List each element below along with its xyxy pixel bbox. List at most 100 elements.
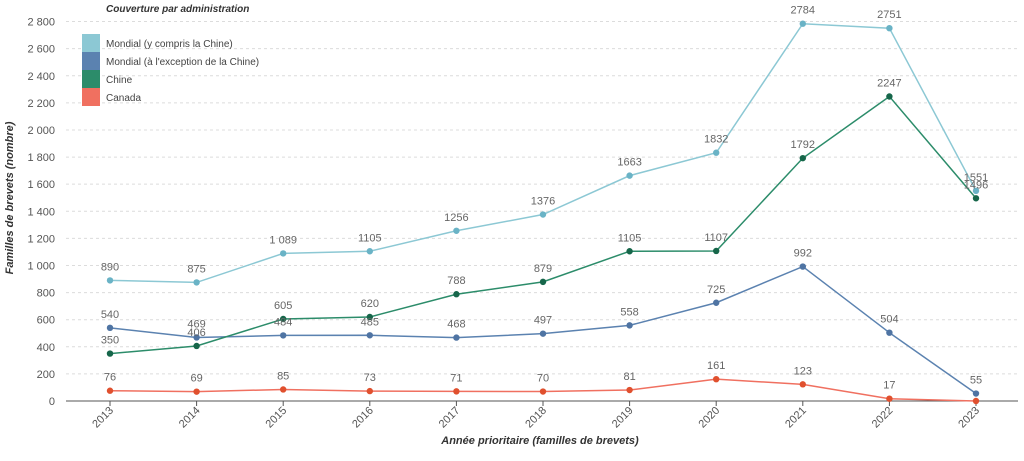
data-label: 1105 bbox=[358, 232, 382, 244]
data-label: 161 bbox=[707, 360, 725, 372]
data-point bbox=[799, 154, 806, 162]
legend-label: Mondial (à l'exception de la Chine) bbox=[106, 57, 259, 68]
x-tick-label: 2016 bbox=[350, 405, 376, 431]
data-point bbox=[366, 332, 373, 339]
y-tick-label: 0 bbox=[49, 396, 55, 408]
data-label: 85 bbox=[277, 370, 289, 382]
data-label: 1 089 bbox=[269, 234, 297, 246]
y-tick-label: 600 bbox=[37, 315, 55, 327]
legend-swatch bbox=[82, 34, 100, 52]
data-point bbox=[539, 278, 547, 286]
data-label: 55 bbox=[970, 375, 982, 387]
data-point bbox=[626, 172, 633, 179]
y-axis: 0 200 400 600 800 1 000 1 200 1 400 1 600 1 800 2 … bbox=[27, 17, 55, 408]
y-tick-label: 1 000 bbox=[27, 260, 55, 272]
data-point bbox=[366, 248, 373, 255]
legend-swatch bbox=[82, 70, 100, 88]
data-label: 1551 bbox=[964, 172, 988, 184]
gridlines bbox=[66, 21, 1018, 375]
data-point bbox=[972, 195, 980, 202]
data-label: 1256 bbox=[444, 212, 468, 224]
data-point bbox=[972, 187, 980, 195]
data-point bbox=[280, 315, 287, 323]
data-point bbox=[713, 149, 720, 156]
data-point bbox=[972, 397, 980, 405]
data-label: 1832 bbox=[704, 134, 728, 146]
data-label: 1663 bbox=[617, 157, 641, 169]
x-axis: 2013 2014 2015 2016 2017 2018 2019 2020 2021 2022… bbox=[66, 400, 1018, 431]
x-axis-title: Année prioritaire (familles de brevets) bbox=[440, 435, 639, 447]
data-point bbox=[799, 263, 806, 270]
data-point bbox=[280, 332, 287, 339]
data-label: 875 bbox=[187, 263, 205, 275]
data-point bbox=[280, 250, 287, 257]
data-point bbox=[366, 313, 373, 321]
y-tick-label: 1 600 bbox=[27, 179, 55, 191]
data-label: 620 bbox=[361, 298, 379, 310]
data-label: 879 bbox=[534, 263, 552, 275]
y-tick-label: 400 bbox=[37, 342, 55, 354]
data-label: 485 bbox=[361, 316, 379, 328]
legend-label: Chine bbox=[106, 75, 133, 86]
data-label: 1496 bbox=[964, 179, 988, 191]
data-label: 1376 bbox=[531, 196, 555, 208]
y-tick-label: 2 600 bbox=[27, 44, 55, 56]
x-tick-label: 2020 bbox=[697, 405, 723, 431]
data-point bbox=[713, 375, 720, 383]
data-point bbox=[626, 248, 633, 255]
data-labels: 890 875 1 089 1105 1256 1376 1663 1832 2784 2751 1… bbox=[101, 5, 988, 392]
data-label: 2784 bbox=[791, 5, 815, 17]
data-point bbox=[193, 279, 200, 286]
x-tick-label: 2023 bbox=[956, 405, 982, 431]
data-point bbox=[539, 330, 547, 337]
legend-swatch bbox=[82, 52, 100, 70]
data-label: 890 bbox=[101, 261, 119, 273]
data-label: 484 bbox=[274, 316, 292, 328]
data-label: 73 bbox=[364, 372, 376, 384]
data-point bbox=[193, 388, 200, 395]
x-tick-label: 2019 bbox=[610, 405, 636, 431]
data-point bbox=[193, 342, 200, 350]
data-label: 350 bbox=[101, 335, 119, 347]
data-point bbox=[713, 299, 720, 306]
data-label: 76 bbox=[104, 372, 116, 384]
data-point bbox=[972, 390, 980, 397]
legend-label: Canada bbox=[106, 93, 141, 104]
x-tick-label: 2017 bbox=[437, 405, 463, 431]
data-point bbox=[886, 329, 893, 336]
data-label: 788 bbox=[447, 275, 465, 287]
data-label: 1792 bbox=[791, 139, 815, 151]
data-point bbox=[799, 381, 806, 388]
data-point bbox=[453, 334, 460, 341]
data-point bbox=[886, 395, 893, 402]
x-tick-label: 2014 bbox=[177, 405, 203, 431]
data-label: 1105 bbox=[618, 232, 642, 244]
data-label: 540 bbox=[101, 309, 119, 321]
data-label: 123 bbox=[794, 365, 812, 377]
data-label: 497 bbox=[534, 315, 552, 327]
x-tick-label: 2013 bbox=[90, 405, 116, 431]
data-label: 2751 bbox=[877, 9, 901, 21]
data-point bbox=[713, 247, 720, 255]
data-point bbox=[453, 227, 460, 234]
data-point bbox=[280, 386, 287, 393]
legend-title: Couverture par administration bbox=[106, 4, 249, 15]
legend-label: Mondial (y compris la Chine) bbox=[106, 39, 233, 50]
data-label: 605 bbox=[274, 300, 292, 312]
data-label: 992 bbox=[794, 248, 812, 260]
data-label: 70 bbox=[537, 373, 549, 385]
x-tick-label: 2022 bbox=[870, 405, 896, 431]
data-label: 504 bbox=[880, 314, 898, 326]
legend: Couverture par administration Mondial (y… bbox=[82, 4, 259, 106]
data-label: 406 bbox=[187, 327, 205, 339]
data-point bbox=[799, 20, 806, 27]
y-tick-label: 1 200 bbox=[27, 233, 55, 245]
data-label: 469 bbox=[187, 318, 205, 330]
data-point bbox=[106, 350, 114, 357]
data-label: 2247 bbox=[877, 77, 901, 89]
y-tick-label: 1 400 bbox=[27, 206, 55, 218]
data-point bbox=[366, 387, 373, 395]
y-tick-label: 2 000 bbox=[27, 125, 55, 137]
